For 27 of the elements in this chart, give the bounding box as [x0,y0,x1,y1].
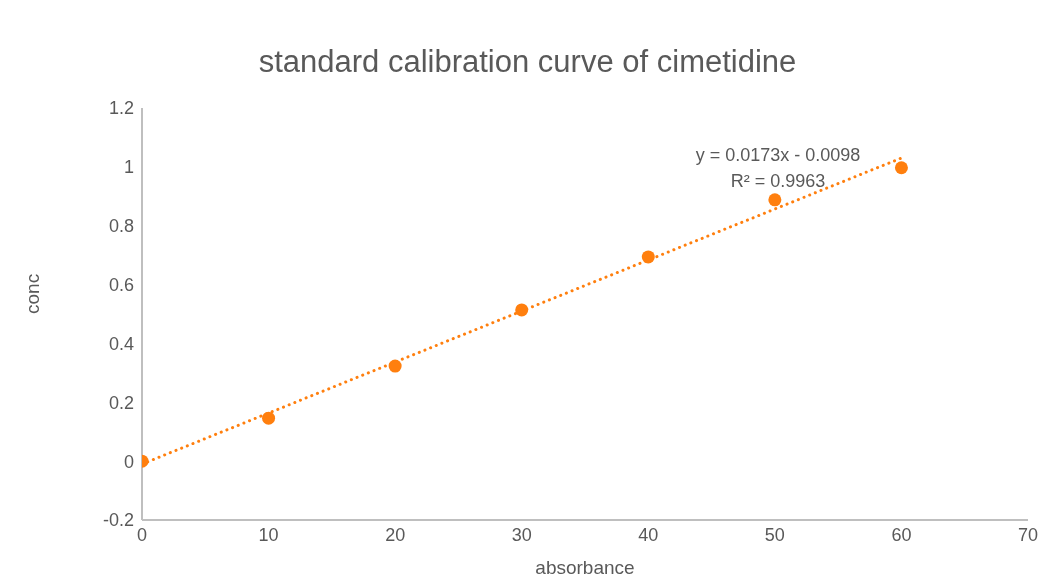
y-tick-label: 0.6 [108,274,134,295]
point [894,161,908,175]
x-tick-label: 20 [385,524,406,545]
point [768,193,782,207]
y-tick-label: -0.2 [102,510,134,531]
x-tick-label: 10 [258,524,279,545]
x-tick-label: 40 [638,524,659,545]
x-tick-label: 0 [136,524,148,545]
point [641,250,655,264]
annotation: y = 0.0173x - 0.0098 [694,144,862,167]
x-tick-label: 50 [764,524,785,545]
y-tick-label: 0.8 [108,216,134,237]
point [515,303,529,317]
y-tick-label: 0.2 [108,392,134,413]
y-tick-label: 0 [123,451,134,472]
point [388,359,402,373]
x-tick-label: 70 [1017,524,1039,545]
y-tick-label: 1 [123,157,134,178]
y-tick-label: 1.2 [108,98,134,119]
annotation: R² = 0.9963 [729,170,827,193]
x-tick-label: 60 [891,524,912,545]
x-tick-label: 30 [511,524,532,545]
x-axis-title: absorbance [535,557,635,578]
point [262,411,276,425]
y-axis-title: conc [21,273,43,314]
chart-title: standard calibration curve of cimetidine [257,44,798,80]
y-tick-label: 0.4 [108,333,134,354]
